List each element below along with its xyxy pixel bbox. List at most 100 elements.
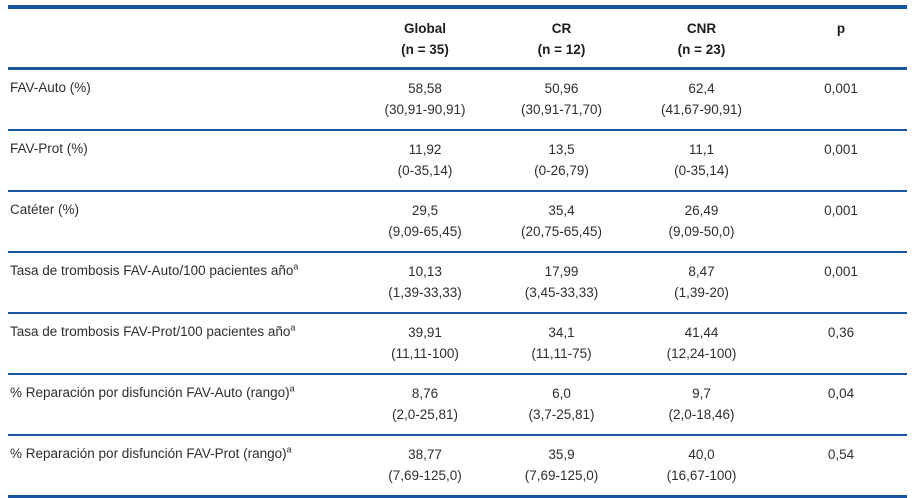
- header-p-title: p: [836, 21, 846, 36]
- table-body: FAV-Auto (%) 58,58 (30,91-90,91) 50,96 (30…: [8, 68, 907, 498]
- cnr-range: (41,67-90,91): [660, 102, 743, 117]
- row-label-superscript: a: [289, 383, 295, 394]
- cnr-range: (12,24-100): [666, 346, 737, 361]
- row-label: FAV-Prot (%): [10, 141, 88, 156]
- global-cell: 10,13 (1,39-33,33): [355, 252, 495, 314]
- header-cnr-title: CNR: [686, 21, 717, 36]
- cnr-range: (9,09-50,0): [668, 224, 735, 239]
- cr-cell: 17,99 (3,45-33,33): [495, 252, 628, 314]
- cnr-value: 26,49: [684, 203, 719, 218]
- cnr-value: 11,1: [688, 142, 715, 157]
- p-cell: 0,001: [775, 130, 907, 192]
- header-cr-cell: CR (n = 12): [495, 7, 628, 70]
- global-range: (9,09-65,45): [388, 224, 462, 239]
- cr-value: 35,9: [548, 447, 575, 462]
- table-row: Catéter (%) 29,5 (9,09-65,45) 35,4 (20,75-…: [8, 191, 907, 253]
- global-cell: 39,91 (11,11-100): [355, 313, 495, 375]
- table-row: Tasa de trombosis FAV-Prot/100 pacientes…: [8, 313, 907, 375]
- row-label-superscript: a: [286, 444, 292, 455]
- p-value: 0,36: [827, 325, 855, 340]
- global-range: (11,11-100): [391, 346, 459, 361]
- global-value: 58,58: [408, 81, 442, 96]
- header-label-cell: [8, 7, 355, 70]
- cnr-range: (0-35,14): [674, 163, 729, 178]
- p-cell: 0,001: [775, 68, 907, 131]
- global-value: 8,76: [411, 386, 439, 401]
- global-range: (1,39-33,33): [388, 285, 462, 300]
- cr-range: (20,75-65,45): [520, 224, 603, 239]
- global-value: 38,77: [408, 447, 442, 462]
- table-row: % Reparación por disfunción FAV-Auto (ra…: [8, 374, 907, 436]
- table-header: Global (n = 35) CR (n = 12) CNR (n = 23)…: [8, 7, 907, 70]
- global-value: 10,13: [408, 264, 442, 279]
- row-label-superscript: a: [293, 261, 299, 272]
- cr-value: 13,5: [548, 142, 575, 157]
- table-row: Tasa de trombosis FAV-Auto/100 pacientes…: [8, 252, 907, 314]
- cnr-cell: 41,44 (12,24-100): [628, 313, 775, 375]
- global-value: 39,91: [408, 325, 442, 340]
- row-label-cell: Tasa de trombosis FAV-Auto/100 pacientes…: [8, 252, 355, 314]
- row-label: Catéter (%): [10, 202, 80, 217]
- p-value: 0,001: [824, 203, 858, 218]
- header-global-title: Global: [403, 21, 446, 36]
- global-range: (30,91-90,91): [384, 102, 466, 117]
- cnr-cell: 26,49 (9,09-50,0): [628, 191, 775, 253]
- p-cell: 0,001: [775, 191, 907, 253]
- global-range: (2,0-25,81): [391, 407, 459, 422]
- header-p-cell: p: [775, 7, 907, 70]
- cr-value: 50,96: [544, 81, 579, 96]
- cr-value: 34,1: [548, 325, 575, 340]
- row-label: % Reparación por disfunción FAV-Prot (ra…: [10, 446, 287, 461]
- p-value: 0,001: [824, 81, 858, 96]
- cr-range: (3,45-33,33): [524, 285, 599, 300]
- p-cell: 0,04: [775, 374, 907, 436]
- table-row: FAV-Auto (%) 58,58 (30,91-90,91) 50,96 (30…: [8, 68, 907, 131]
- table-row: FAV-Prot (%) 11,92 (0-35,14) 13,5 (0-26,79…: [8, 130, 907, 192]
- global-cell: 8,76 (2,0-25,81): [355, 374, 495, 436]
- p-cell: 0,54: [775, 435, 907, 498]
- row-label-superscript: a: [290, 322, 296, 333]
- row-label-cell: Catéter (%): [8, 191, 355, 253]
- p-value: 0,001: [824, 264, 858, 279]
- p-value: 0,001: [824, 142, 858, 157]
- cnr-range: (2,0-18,46): [668, 407, 735, 422]
- row-label-cell: FAV-Auto (%): [8, 68, 355, 131]
- cr-value: 35,4: [548, 203, 575, 218]
- header-cnr-n: (n = 23): [677, 42, 726, 57]
- header-global-cell: Global (n = 35): [355, 7, 495, 70]
- cr-cell: 35,9 (7,69-125,0): [495, 435, 628, 498]
- p-cell: 0,36: [775, 313, 907, 375]
- cnr-cell: 8,47 (1,39-20): [628, 252, 775, 314]
- p-value: 0,54: [827, 447, 855, 462]
- cnr-range: (1,39-20): [674, 285, 729, 300]
- global-value: 29,5: [411, 203, 439, 218]
- p-cell: 0,001: [775, 252, 907, 314]
- cr-cell: 13,5 (0-26,79): [495, 130, 628, 192]
- header-cnr-cell: CNR (n = 23): [628, 7, 775, 70]
- cr-cell: 34,1 (11,11-75): [495, 313, 628, 375]
- header-row: Global (n = 35) CR (n = 12) CNR (n = 23)…: [8, 7, 907, 70]
- cnr-value: 40,0: [688, 447, 715, 462]
- cr-cell: 35,4 (20,75-65,45): [495, 191, 628, 253]
- row-label: FAV-Auto (%): [10, 80, 91, 95]
- header-cr-n: (n = 12): [537, 42, 586, 57]
- cnr-cell: 11,1 (0-35,14): [628, 130, 775, 192]
- cr-value: 17,99: [544, 264, 579, 279]
- cnr-cell: 40,0 (16,67-100): [628, 435, 775, 498]
- row-label: Tasa de trombosis FAV-Prot/100 pacientes…: [10, 324, 291, 339]
- cr-range: (3,7-25,81): [528, 407, 595, 422]
- row-label: Tasa de trombosis FAV-Auto/100 pacientes…: [10, 263, 294, 278]
- results-table-container: Global (n = 35) CR (n = 12) CNR (n = 23)…: [8, 5, 907, 498]
- cr-cell: 6,0 (3,7-25,81): [495, 374, 628, 436]
- global-range: (0-35,14): [397, 163, 453, 178]
- cr-range: (11,11-75): [531, 346, 592, 361]
- header-cr-title: CR: [551, 21, 572, 36]
- global-cell: 38,77 (7,69-125,0): [355, 435, 495, 498]
- cr-range: (30,91-71,70): [520, 102, 603, 117]
- global-cell: 11,92 (0-35,14): [355, 130, 495, 192]
- cr-cell: 50,96 (30,91-71,70): [495, 68, 628, 131]
- cnr-cell: 9,7 (2,0-18,46): [628, 374, 775, 436]
- header-global-n: (n = 35): [401, 42, 449, 57]
- cnr-value: 62,4: [688, 81, 715, 96]
- cr-range: (7,69-125,0): [524, 468, 599, 483]
